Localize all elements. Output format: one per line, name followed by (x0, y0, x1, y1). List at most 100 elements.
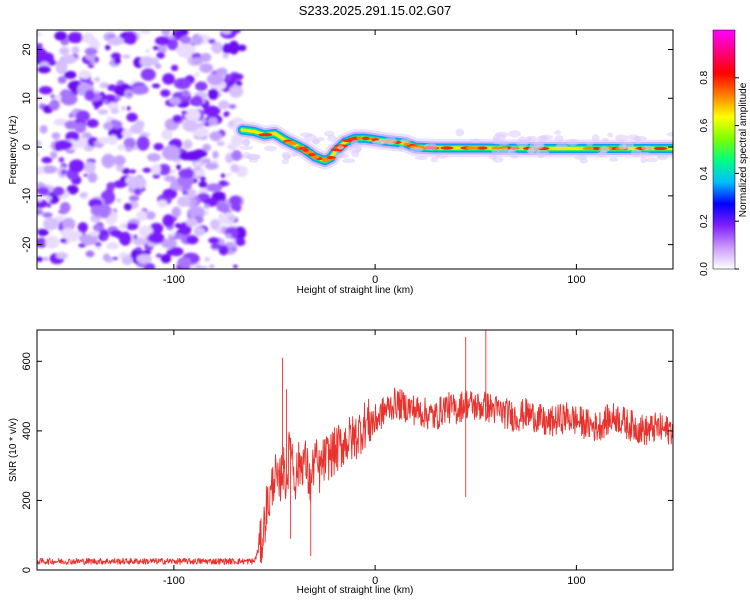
heatmap-noise-blob (134, 188, 142, 196)
heatmap-y-label: Frequency (Hz) (8, 116, 19, 185)
colorbar-tick-label: 0.8 (699, 70, 710, 84)
heatmap-signal-trace (233, 121, 673, 170)
heatmap-noise-blob (79, 191, 88, 199)
heatmap-noise-blob (200, 266, 208, 269)
heatmap-noise-blob (92, 223, 105, 232)
heatmap-noise-blob (58, 157, 65, 163)
trace-halo-blob (282, 153, 291, 161)
heatmap-noise-blob (83, 173, 88, 177)
heatmap-noise-layer (37, 30, 248, 269)
heatmap-noise-blob (43, 256, 49, 261)
heatmap-noise-blob (222, 53, 229, 59)
heatmap-noise-blob (217, 202, 223, 208)
heatmap-noise-blob (170, 64, 179, 72)
heatmap-noise-blob (87, 172, 98, 183)
heatmap-noise-blob (171, 206, 182, 218)
trace-halo-blob (264, 145, 277, 152)
trace-hotspot (582, 146, 594, 151)
heatmap-noise-blob (97, 109, 109, 115)
heatmap-noise-blob (228, 104, 237, 109)
trace-hotspot (326, 155, 336, 160)
heatmap-noise-blob (145, 211, 156, 220)
heatmap-noise-blob (220, 173, 226, 178)
heatmap-noise-blob (54, 140, 73, 150)
heatmap-noise-blob (138, 225, 154, 238)
heatmap-noise-blob (157, 163, 171, 176)
heatmap-noise-blob (125, 222, 139, 231)
heatmap-y-axis: -20 -10 0 10 20 (21, 43, 673, 253)
trace-halo-blob (591, 134, 600, 142)
snr-y-axis: 0 200 400 600 (21, 352, 673, 573)
heatmap-noise-blob (167, 38, 179, 51)
trace-halo-blob (510, 146, 518, 152)
heatmap-noise-blob (42, 212, 53, 218)
heatmap-noise-blob (139, 30, 151, 34)
heatmap-noise-blob (121, 129, 133, 138)
heatmap-noise-blob (178, 168, 195, 179)
heatmap-noise-blob (127, 92, 133, 97)
trace-halo-blob (666, 131, 673, 137)
trace-hotspot (302, 148, 309, 152)
heatmap-noise-blob (119, 222, 128, 230)
trace-halo-blob (337, 145, 344, 150)
heatmap-noise-blob (169, 97, 182, 105)
heatmap-noise-blob (228, 85, 244, 98)
heatmap-noise-blob (38, 86, 53, 95)
trace-halo-blob (398, 145, 405, 152)
trace-halo-blob (554, 129, 561, 135)
heatmap-noise-blob (84, 89, 95, 101)
trace-halo-blob (435, 152, 449, 159)
heatmap-noise-blob (106, 182, 117, 189)
heatmap-noise-blob (125, 146, 133, 152)
heatmap-noise-blob (147, 232, 165, 244)
trace-halo-blob (400, 138, 412, 143)
heatmap-noise-blob (164, 175, 177, 182)
heatmap-noise-blob (151, 83, 161, 89)
heatmap-x-axis: -100 0 100 (163, 30, 586, 286)
heatmap-noise-blob (101, 153, 116, 169)
heatmap-noise-blob (226, 172, 232, 177)
heatmap-noise-blob (185, 217, 198, 227)
snr-frame (36, 329, 674, 571)
heatmap-noise-blob (40, 52, 54, 63)
heatmap-noise-blob (153, 143, 164, 151)
heatmap-noise-blob (50, 94, 56, 99)
heatmap-noise-blob (193, 72, 200, 77)
heatmap-noise-blob (172, 114, 183, 124)
trace-halo-blob (491, 149, 500, 154)
heatmap-noise-blob (77, 222, 89, 233)
heatmap-y-tick-label: 20 (21, 43, 33, 55)
heatmap-noise-blob (199, 63, 214, 73)
heatmap-noise-blob (78, 243, 87, 248)
heatmap-noise-blob (93, 77, 101, 83)
figure-title: S233.2025.291.15.02.G07 (299, 3, 452, 18)
heatmap-noise-blob (154, 36, 170, 46)
trace-halo-blob (324, 130, 335, 137)
heatmap-y-tick-label: 10 (21, 92, 33, 104)
heatmap-x-tick-label: -100 (163, 274, 185, 286)
heatmap-noise-blob (85, 53, 96, 61)
heatmap-noise-blob (68, 159, 85, 173)
heatmap-noise-blob (64, 120, 78, 130)
heatmap-noise-blob (113, 57, 121, 65)
heatmap-x-tick-label: 100 (567, 274, 585, 286)
heatmap-noise-blob (230, 203, 242, 212)
trace-halo-blob (414, 155, 429, 161)
snr-y-tick-label: 400 (21, 422, 33, 440)
snr-panel: -100 0 100 0 200 400 600 Height of straight l… (8, 329, 674, 596)
heatmap-noise-blob (136, 136, 150, 151)
heatmap-noise-blob (37, 166, 45, 175)
heatmap-noise-blob (177, 31, 184, 37)
heatmap-noise-blob (186, 188, 197, 198)
trace-halo-blob (455, 128, 465, 137)
heatmap-noise-blob (49, 99, 60, 111)
snr-y-label: SNR (10 * v/v) (8, 418, 19, 482)
heatmap-noise-blob (198, 188, 209, 195)
heatmap-noise-blob (169, 169, 177, 174)
trace-halo-blob (607, 132, 614, 138)
trace-halo-blob (554, 135, 564, 143)
heatmap-noise-blob (163, 192, 170, 198)
heatmap-noise-blob (64, 70, 77, 79)
